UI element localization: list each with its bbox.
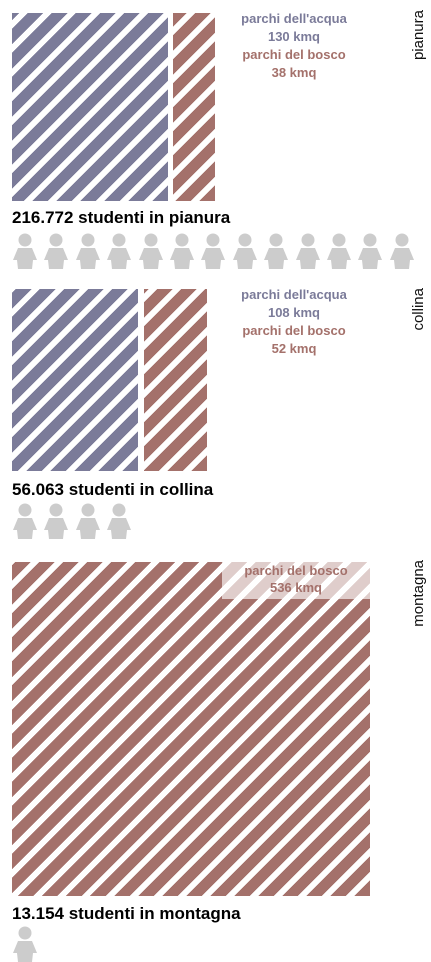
zone-label-montagna: montagna xyxy=(410,560,427,627)
person-icon xyxy=(44,233,68,269)
legend-montagna: parchi del bosco 536 kmq xyxy=(222,562,370,599)
person-icon xyxy=(264,233,288,269)
legend-bosco-value: 52 kmq xyxy=(271,341,317,356)
legend-acqua-name: parchi dell'acqua xyxy=(241,287,347,302)
person-icon xyxy=(76,503,100,539)
person-icon xyxy=(76,233,100,269)
section-pianura: pianura parchi dell'acqua 130 kmq parchi… xyxy=(0,0,431,280)
person-icon xyxy=(44,503,68,539)
person-icon xyxy=(201,233,225,269)
legend-collina: parchi dell'acqua 108 kmq parchi del bos… xyxy=(226,286,362,358)
people-row-collina xyxy=(12,503,142,539)
person-icon xyxy=(296,233,320,269)
legend-bosco-name: parchi del bosco xyxy=(242,47,346,62)
section-collina: collina parchi dell'acqua 108 kmq parchi… xyxy=(12,286,427,539)
block-acqua-pianura xyxy=(12,13,168,201)
students-title-collina: 56.063 studenti in collina xyxy=(12,480,214,499)
legend-acqua-value: 108 kmq xyxy=(267,305,321,320)
people-row-pianura xyxy=(12,233,422,269)
person-icon xyxy=(13,503,37,539)
block-bosco-pianura xyxy=(173,13,215,201)
legend-acqua-value: 130 kmq xyxy=(267,29,321,44)
legend-bosco-value: 38 kmq xyxy=(271,65,317,80)
person-icon xyxy=(390,233,414,269)
legend-acqua-name: parchi dell'acqua xyxy=(241,11,347,26)
legend-pianura: parchi dell'acqua 130 kmq parchi del bos… xyxy=(226,10,362,82)
block-bosco-montagna xyxy=(12,562,370,896)
person-icon xyxy=(358,233,382,269)
person-icon xyxy=(13,233,37,269)
legend-bosco-value: 536 kmq xyxy=(269,580,323,595)
block-acqua-collina xyxy=(12,289,138,471)
person-icon xyxy=(107,233,131,269)
person-icon xyxy=(139,233,163,269)
person-icon xyxy=(13,926,37,962)
person-icon xyxy=(107,503,131,539)
person-icon xyxy=(327,233,351,269)
legend-bosco-name: parchi del bosco xyxy=(244,563,348,578)
person-icon xyxy=(233,233,257,269)
people-row-montagna xyxy=(12,926,52,962)
students-title-montagna: 13.154 studenti in montagna xyxy=(12,904,241,923)
legend-bosco-name: parchi del bosco xyxy=(242,323,346,338)
person-icon xyxy=(170,233,194,269)
students-title-pianura: 216.772 studenti in pianura xyxy=(12,208,231,227)
block-bosco-collina xyxy=(144,289,207,471)
